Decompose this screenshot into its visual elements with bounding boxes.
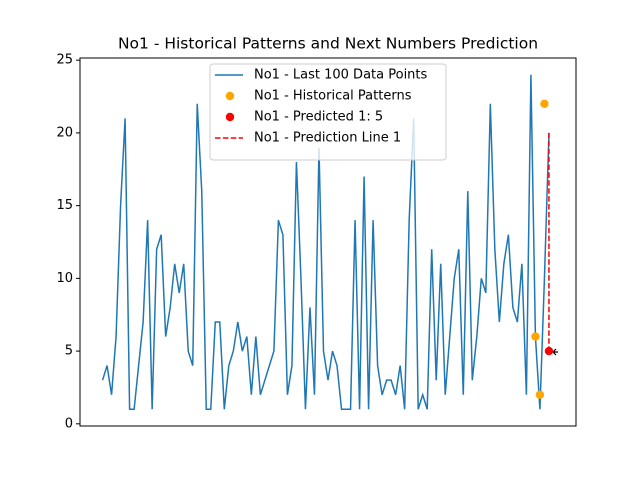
scatter-point	[540, 99, 549, 109]
legend-label: No1 - Historical Patterns	[254, 89, 412, 104]
legend-label: No1 - Predicted 1: 5	[254, 110, 383, 125]
y-tick-label: 5	[65, 344, 73, 359]
y-tick-label: 0	[65, 416, 73, 431]
legend-marker	[225, 91, 235, 101]
y-tick-label: 10	[56, 271, 73, 286]
plot-frame	[79, 57, 577, 427]
scatter-point	[535, 390, 545, 399]
chart-title: No1 - Historical Patterns and Next Numbe…	[118, 35, 538, 53]
legend-box	[209, 63, 447, 161]
legend-label: No1 - Prediction Line 1	[254, 131, 401, 146]
data-line	[101, 74, 550, 411]
legend-marker	[225, 112, 235, 122]
annotation-arrow	[552, 348, 558, 356]
y-tick-label: 20	[56, 125, 73, 140]
y-tick-label: 25	[56, 53, 73, 68]
y-tick-label: 15	[56, 198, 73, 213]
scatter-point	[531, 332, 540, 341]
legend-label: No1 - Last 100 Data Points	[254, 68, 428, 83]
